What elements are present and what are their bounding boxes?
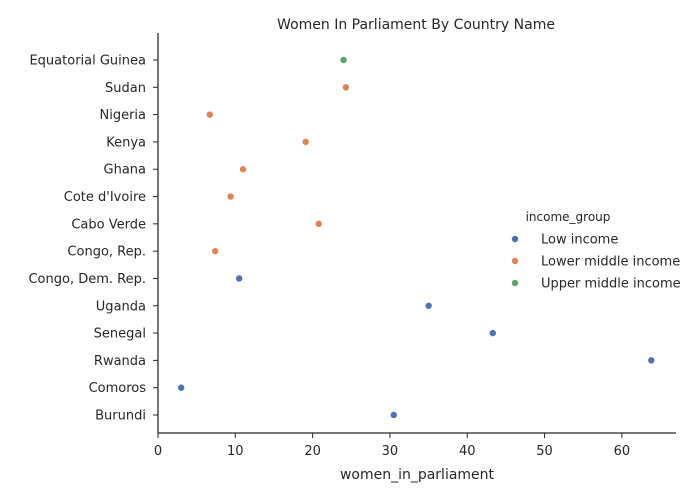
y-tick-label: Burundi — [95, 409, 146, 424]
x-tick-label: 50 — [536, 444, 553, 459]
legend-label: Low income — [541, 233, 618, 248]
y-tick-label: Uganda — [96, 299, 146, 314]
x-tick-label: 10 — [227, 444, 244, 459]
y-tick-label: Senegal — [94, 327, 146, 342]
data-point — [340, 56, 347, 64]
x-axis-ticks: 0 10 20 30 40 50 60 — [154, 433, 630, 459]
legend-marker — [511, 279, 519, 287]
x-tick-label: 60 — [614, 444, 631, 459]
y-tick-label: Congo, Rep. — [67, 245, 146, 260]
y-tick-label: Nigeria — [99, 108, 146, 123]
y-tick-label: Ghana — [104, 163, 147, 178]
x-axis-label: women_in_parliament — [340, 467, 495, 483]
y-tick-label: Congo, Dem. Rep. — [28, 272, 146, 287]
y-tick-label: Rwanda — [94, 354, 146, 369]
data-point — [390, 411, 398, 419]
x-tick-label: 20 — [304, 444, 321, 459]
y-tick-label: Comoros — [89, 381, 147, 396]
x-tick-label: 30 — [382, 444, 399, 459]
data-point — [648, 357, 655, 364]
data-point — [489, 329, 496, 337]
data-point — [239, 166, 247, 173]
legend-label: Upper middle income — [541, 277, 681, 292]
data-points — [177, 56, 655, 419]
y-tick-label: Kenya — [106, 135, 146, 150]
data-point — [342, 84, 350, 91]
legend-title: income_group — [526, 210, 611, 224]
legend-marker — [511, 257, 519, 265]
chart-title: Women In Parliament By Country Name — [277, 17, 555, 33]
data-point — [425, 302, 432, 309]
x-tick-label: 0 — [154, 444, 162, 459]
data-point — [177, 384, 185, 391]
y-axis-ticks: Equatorial Guinea Sudan Nigeria Kenya Ghana C… — [28, 54, 158, 424]
y-tick-label: Sudan — [105, 81, 146, 96]
data-point — [206, 111, 213, 118]
y-tick-label: Cabo Verde — [71, 217, 146, 232]
data-point — [315, 220, 323, 228]
y-tick-label: Equatorial Guinea — [29, 54, 146, 69]
data-point — [235, 275, 243, 282]
data-point — [212, 247, 219, 255]
legend-marker — [511, 235, 519, 243]
legend: income_group Low income Lower middle inco… — [511, 210, 681, 292]
x-tick-label: 40 — [459, 444, 476, 459]
data-point — [302, 138, 309, 146]
data-point — [227, 193, 234, 200]
y-tick-label: Cote d'Ivoire — [64, 190, 146, 205]
legend-label: Lower middle income — [541, 255, 680, 270]
